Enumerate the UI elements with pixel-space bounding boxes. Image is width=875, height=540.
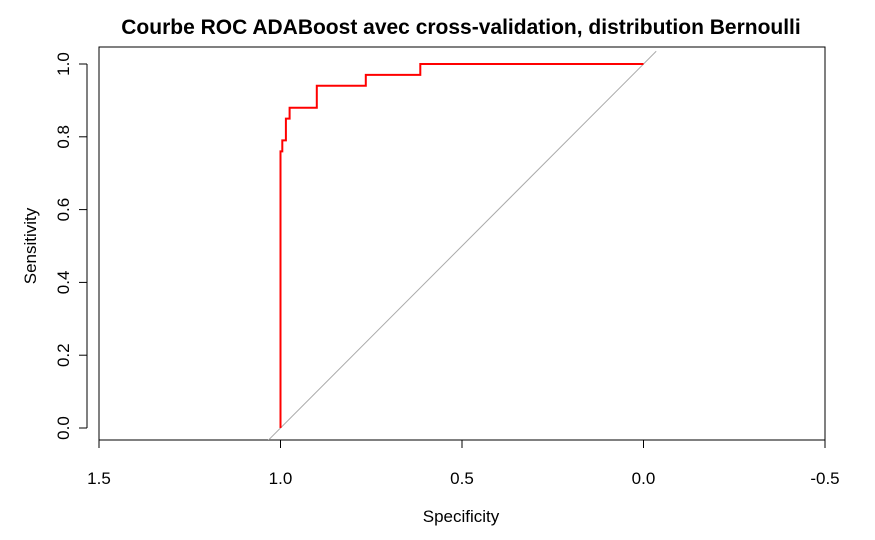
y-tick-label: 0.6 [54, 198, 73, 222]
y-tick-label: 0.8 [54, 125, 73, 149]
x-tick-label: -0.5 [810, 469, 839, 488]
reference-diagonal-line [267, 50, 657, 440]
x-tick-label: 1.5 [87, 469, 111, 488]
plot-frame [98, 46, 826, 441]
chart-title: Courbe ROC ADABoost avec cross-validatio… [121, 16, 800, 39]
x-axis: 1.5 1.0 0.5 0.0 -0.5 [87, 440, 840, 488]
y-tick-label: 1.0 [54, 52, 73, 76]
roc-curve-line [279, 63, 644, 428]
y-axis: 0.0 0.2 0.4 0.6 0.8 1.0 [54, 52, 88, 440]
x-tick-label: 0.0 [632, 469, 656, 488]
y-tick-label: 0.0 [54, 416, 73, 440]
x-axis-label: Specificity [423, 507, 500, 526]
x-tick-label: 1.0 [269, 469, 293, 488]
y-axis-label: Sensitivity [21, 207, 40, 284]
x-tick-label: 0.5 [450, 469, 474, 488]
y-tick-label: 0.2 [54, 343, 73, 367]
y-tick-label: 0.4 [54, 271, 73, 295]
